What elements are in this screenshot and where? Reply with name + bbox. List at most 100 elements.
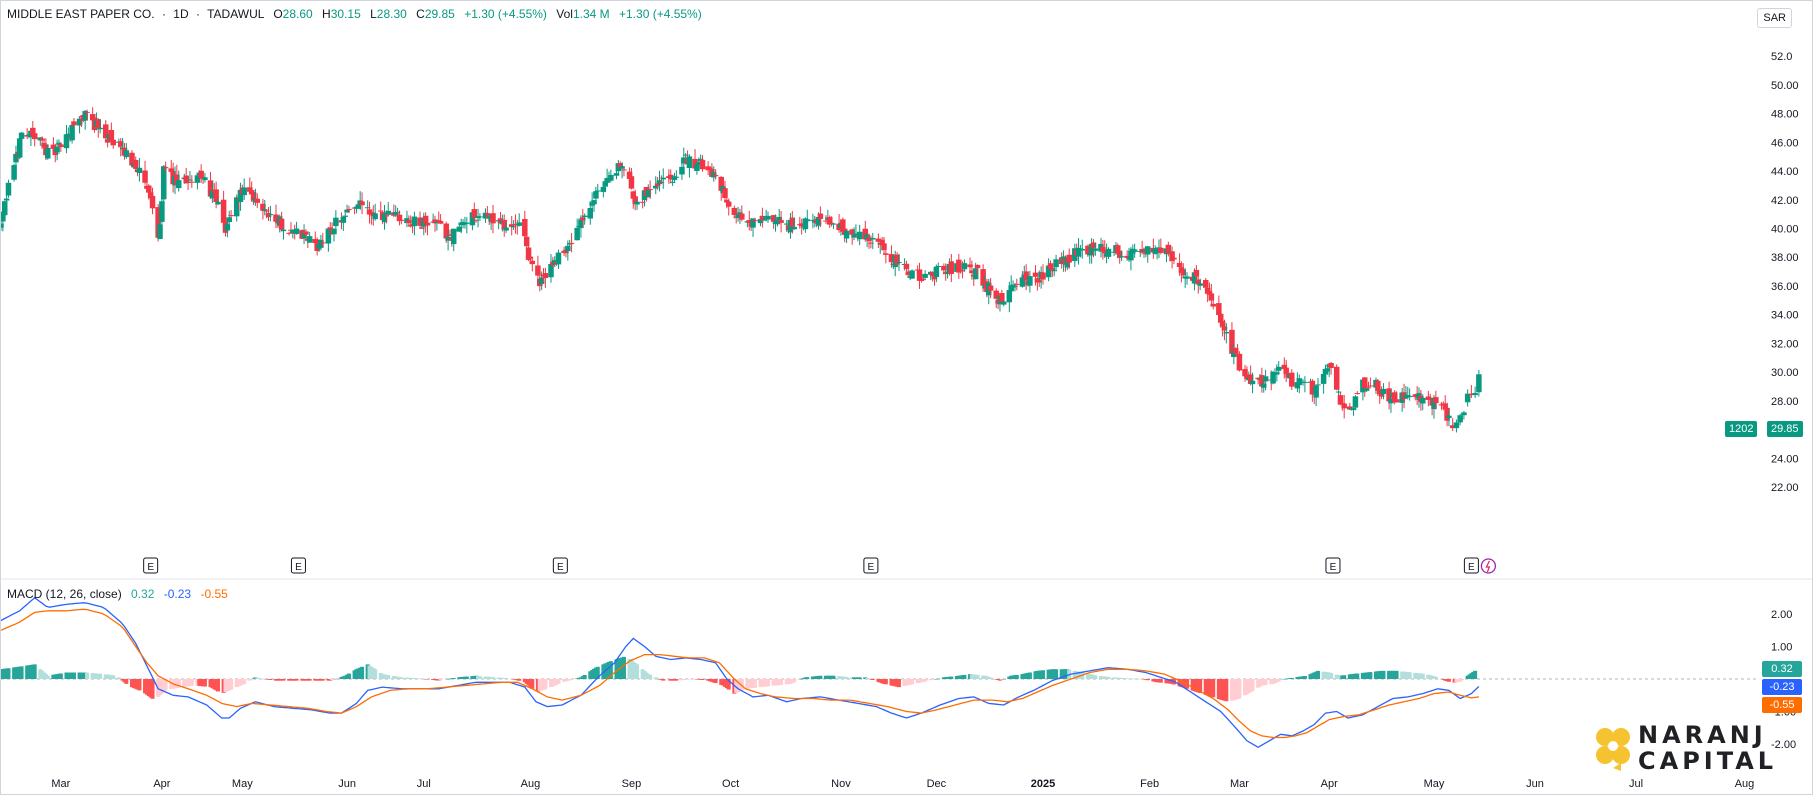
candle-body <box>185 181 191 183</box>
candle-body <box>759 215 766 221</box>
candle-body <box>669 181 676 183</box>
macd-histogram-bar <box>1315 670 1320 679</box>
candle-body <box>207 180 214 197</box>
candle-body <box>432 219 438 224</box>
candle-body <box>436 220 442 222</box>
candle-body <box>419 227 425 229</box>
candle-body <box>948 261 955 274</box>
candle-body <box>1337 395 1344 405</box>
candle-body <box>1105 248 1112 257</box>
candle-body <box>366 209 373 215</box>
candle-body <box>1386 388 1392 402</box>
earnings-marker-label: E <box>1330 562 1337 573</box>
earnings-marker-box <box>1463 557 1479 574</box>
candle-body <box>437 221 444 224</box>
open-value: 28.60 <box>282 7 313 21</box>
candle-body <box>18 132 25 139</box>
candle-body <box>50 144 57 149</box>
candle-body <box>957 269 964 271</box>
time-axis-label: Dec <box>927 778 947 790</box>
candle-body <box>161 166 167 200</box>
symbol-code-tag: 1202 <box>1725 421 1758 437</box>
candle-body <box>722 188 728 199</box>
macd-histogram-bar <box>818 675 823 679</box>
candle-body <box>1315 384 1321 386</box>
candle-body <box>213 189 219 203</box>
macd-histogram-bar <box>661 679 666 681</box>
price-axis-label: 36.00 <box>1771 281 1799 293</box>
macd-histogram-bar <box>19 666 24 679</box>
price-axis-label: 48.00 <box>1771 109 1799 121</box>
candle-body <box>568 242 575 244</box>
candle-body <box>417 217 423 226</box>
candle-body <box>31 133 38 140</box>
macd-signal-tag: -0.55 <box>1762 697 1802 713</box>
candle-body <box>999 293 1005 304</box>
candle-body <box>65 133 72 137</box>
candle-body <box>1294 382 1301 389</box>
earnings-marker-label: E <box>868 562 875 573</box>
macd-histogram-bar <box>176 679 181 688</box>
candle-body <box>778 220 784 223</box>
candle-body <box>1100 246 1106 252</box>
macd-histogram-bar <box>32 664 37 679</box>
candle-body <box>1352 396 1359 408</box>
candle-body <box>673 176 680 178</box>
candle-body <box>613 173 620 176</box>
macd-signal-value: -0.55 <box>200 587 228 601</box>
candle-body <box>804 219 811 222</box>
macd-histogram-bar <box>910 679 915 685</box>
macd-title: MACD (12, 26, close) <box>7 587 122 601</box>
candle-body <box>1115 245 1121 254</box>
candle-body <box>1259 375 1265 387</box>
candle-body <box>1283 367 1289 374</box>
macd-histogram-bar <box>831 675 836 679</box>
candle-body <box>916 269 923 281</box>
candle-body <box>1051 270 1057 272</box>
candle-body <box>1229 329 1235 354</box>
macd-axis-label: 2.00 <box>1771 609 1792 621</box>
candle-body <box>645 190 652 198</box>
currency-button[interactable]: SAR <box>1757 8 1792 28</box>
candle-body <box>11 165 17 180</box>
candle-body <box>254 198 261 203</box>
candle-body <box>450 228 457 245</box>
candle-body <box>447 234 453 236</box>
candle-body <box>1406 396 1413 398</box>
macd-histogram-bar <box>1093 675 1098 679</box>
candle-body <box>529 260 536 265</box>
macd-histogram-bar <box>1054 669 1059 679</box>
candle-body <box>574 227 580 241</box>
macd-legend[interactable]: MACD (12, 26, close) 0.32 -0.23 -0.55 <box>7 587 228 601</box>
candle-body <box>333 217 339 227</box>
candle-body <box>247 187 253 192</box>
candle-body <box>1012 285 1018 287</box>
candle-body <box>1027 276 1033 286</box>
candle-body <box>1442 403 1448 410</box>
candle-body <box>870 237 876 240</box>
candle-body <box>76 118 83 126</box>
candle-body <box>318 239 324 248</box>
macd-histogram-bar <box>1420 673 1425 679</box>
interval-label[interactable]: 1D <box>173 7 189 21</box>
candle-body <box>1262 376 1269 382</box>
macd-histogram-bar <box>1132 678 1137 680</box>
candle-body <box>933 266 940 277</box>
macd-histogram-bar <box>857 677 862 679</box>
candle-body <box>600 186 607 192</box>
candle-body <box>228 215 234 217</box>
candle-body <box>1350 408 1357 411</box>
candle-body <box>959 270 966 272</box>
candle-body <box>1047 263 1054 269</box>
candle-body <box>667 174 674 180</box>
time-axis-label: Feb <box>1140 778 1159 790</box>
candle-body <box>1444 407 1450 421</box>
macd-histogram-bar <box>1119 677 1124 679</box>
candle-body <box>342 215 348 217</box>
macd-histogram-bar <box>844 676 849 679</box>
candle-body <box>525 247 532 260</box>
symbol-name[interactable]: MIDDLE EAST PAPER CO. <box>7 7 155 21</box>
candle-body <box>1191 272 1198 284</box>
candle-body <box>473 219 479 221</box>
